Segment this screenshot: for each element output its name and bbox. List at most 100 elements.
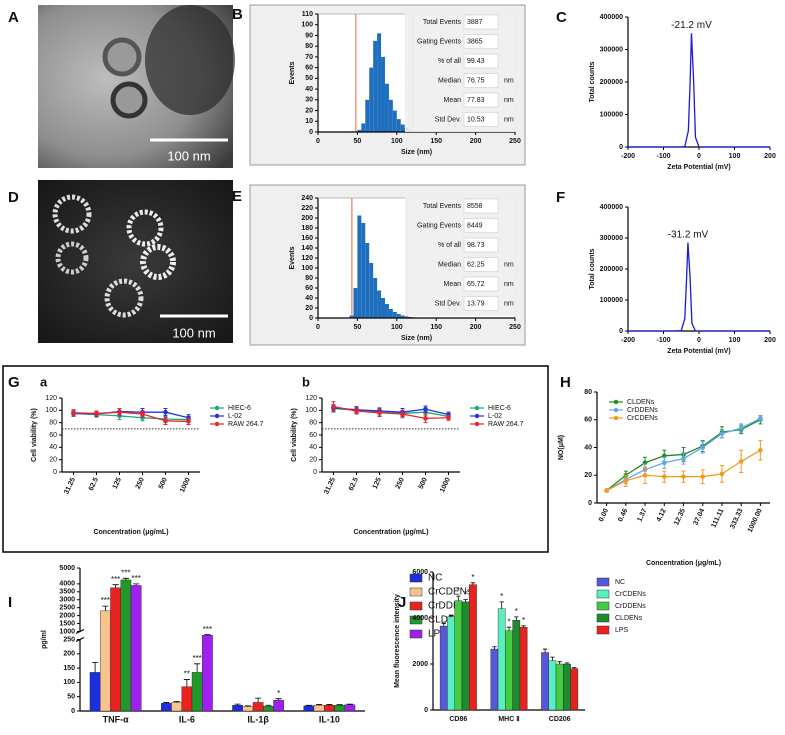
- annotation: -31.2 mV: [668, 229, 709, 240]
- y-tick-label: 60: [305, 285, 313, 292]
- y-tick-label: 0: [313, 469, 317, 476]
- point: [140, 415, 145, 421]
- legend-marker: [474, 405, 480, 411]
- error-bar: [506, 626, 512, 631]
- point: [758, 416, 763, 421]
- x-tick-label: 150: [430, 324, 442, 331]
- y-tick-label: 100: [45, 407, 57, 414]
- error-bar: [514, 616, 519, 621]
- x-tick-label: 0: [697, 337, 701, 344]
- legend-label: CrCDENs: [428, 587, 472, 598]
- legend-label: L-02: [488, 413, 502, 420]
- y-tick-label: 20: [305, 305, 313, 312]
- y-tick-label: 4000: [59, 581, 75, 588]
- y-tick-label: 0: [619, 144, 623, 151]
- stats-cell: [463, 34, 499, 49]
- point: [423, 406, 428, 412]
- stats-label: % of all: [438, 242, 461, 249]
- y-tick-label: 40: [305, 86, 313, 93]
- y-tick-label: 220: [301, 205, 313, 212]
- error-bar: [448, 614, 454, 617]
- error-bar: [326, 704, 333, 706]
- stats-value: 10.53: [467, 116, 485, 123]
- x-tick-label: 0: [316, 324, 320, 331]
- histogram-bar: [400, 315, 405, 318]
- error-bar: [550, 656, 555, 661]
- stats-unit: nm: [504, 77, 514, 84]
- bar: [242, 706, 254, 712]
- y-tick-label: 0: [309, 129, 313, 136]
- x-tick-label: -200: [621, 337, 635, 344]
- panel-label: G: [8, 374, 20, 391]
- stats-value: 3865: [467, 38, 483, 45]
- histogram-bar: [381, 298, 385, 318]
- x-tick-label: 31.25: [323, 477, 337, 496]
- stats-unit: nm: [504, 116, 514, 123]
- bar: [454, 600, 463, 711]
- error-bar: [521, 625, 526, 628]
- histogram-bar: [361, 223, 366, 318]
- bar: [548, 660, 557, 711]
- point: [661, 474, 667, 479]
- stats-cell: [463, 73, 499, 88]
- x-tick-label: 31.25: [63, 477, 77, 496]
- bar: [263, 705, 274, 712]
- bar: [519, 627, 528, 711]
- x-tick-label: 1000.00: [747, 508, 764, 534]
- y-tick-label: 90: [305, 32, 313, 39]
- bar: [555, 663, 564, 711]
- x-tick-label: 0: [316, 138, 320, 145]
- stats-label: Std Dev.: [435, 300, 461, 307]
- y-axis-title: NO(μM): [558, 435, 565, 460]
- y-tick-label: 60: [49, 432, 57, 439]
- bar: [202, 635, 213, 712]
- legend-marker: [214, 413, 220, 419]
- panel-label: H: [560, 374, 571, 391]
- y-tick-label: 40: [49, 444, 57, 451]
- y-axis-title: Mean fluorescence intensity: [394, 594, 401, 688]
- bar: [303, 705, 315, 712]
- bar: [490, 648, 499, 711]
- point: [186, 419, 191, 424]
- point: [71, 410, 76, 416]
- histogram-bar: [396, 119, 401, 132]
- bar: [505, 630, 513, 711]
- x-axis-title: Concentration (μg/mL): [646, 560, 721, 567]
- y-axis-title: Total counts: [589, 61, 596, 102]
- error-bar: [255, 697, 262, 703]
- legend-swatch: [596, 625, 610, 635]
- x-tick-label: 0: [697, 153, 701, 160]
- tem-image: D 100 nm: [8, 180, 233, 343]
- y-tick-label: 2500: [59, 605, 75, 612]
- y-tick-label: 3000: [59, 597, 75, 604]
- significance-label: *: [522, 616, 525, 625]
- x-tick-label: CD86: [449, 716, 467, 723]
- bar: [120, 579, 132, 712]
- significance-label: *: [515, 607, 518, 616]
- panel-label: A: [8, 9, 19, 26]
- legend-label: CrCDENs: [627, 415, 658, 422]
- y-tick-label: 60: [309, 432, 317, 439]
- histogram-bar: [365, 243, 370, 318]
- error-bar: [470, 582, 476, 585]
- stats-value: 8449: [467, 222, 483, 229]
- stats-value: 62.25: [467, 261, 485, 268]
- bar: [100, 610, 111, 712]
- legend-swatch: [409, 629, 423, 639]
- x-tick-label: 1000: [439, 477, 452, 494]
- point: [94, 411, 99, 416]
- tem-image: A 100 nm: [8, 5, 235, 168]
- bar: [181, 686, 193, 712]
- x-tick-label: 1000: [179, 477, 192, 494]
- x-tick-label: 37.04: [692, 508, 706, 527]
- y-tick-label: 180: [301, 225, 313, 232]
- point: [140, 411, 145, 417]
- stats-cell: [463, 198, 499, 214]
- error-bar: [557, 661, 562, 664]
- y-axis-title: Cell viability (%): [291, 408, 298, 462]
- histogram-bar: [361, 123, 366, 132]
- x-tick-label: -200: [621, 153, 635, 160]
- y-tick-label: 400000: [600, 14, 623, 21]
- bar: [447, 616, 455, 711]
- legend-label: CLDENs: [615, 615, 643, 622]
